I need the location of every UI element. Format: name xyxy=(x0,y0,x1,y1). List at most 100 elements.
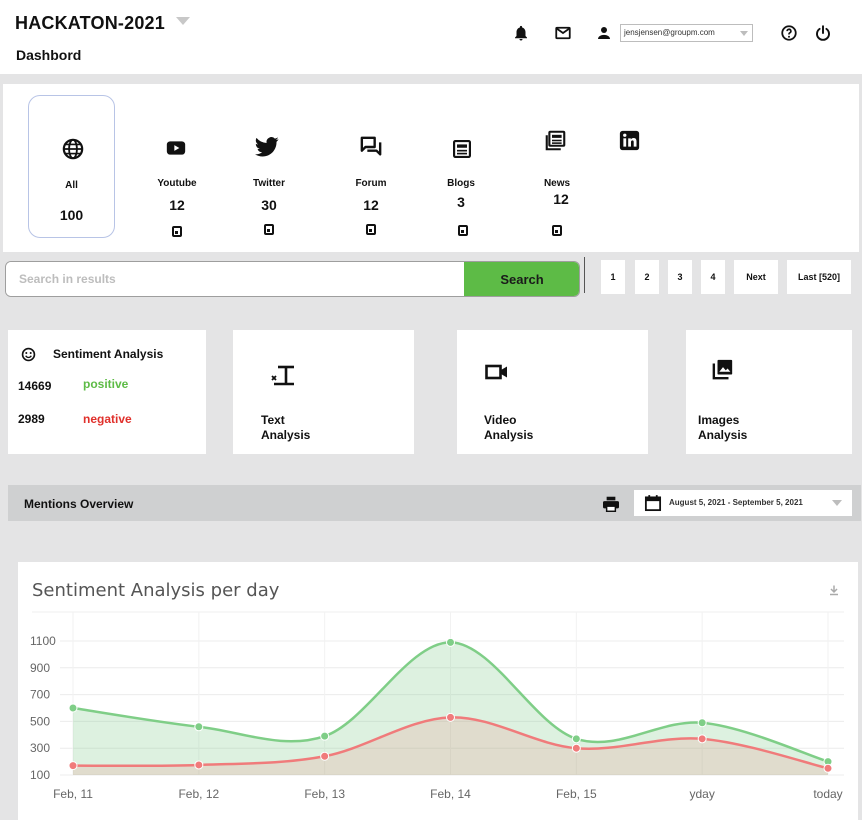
chevron-down-icon xyxy=(832,500,842,506)
y-tick-label: 300 xyxy=(30,741,50,755)
source-label-news: News xyxy=(543,178,571,189)
user-email: jensjensen@groupm.com xyxy=(624,28,715,37)
power-icon[interactable] xyxy=(814,24,832,42)
chevron-down-icon xyxy=(740,31,748,36)
x-tick-label: yday xyxy=(689,787,714,801)
image-library-icon xyxy=(712,359,733,380)
sentiment-analysis-card[interactable]: Sentiment Analysis 14669 positive 2989 n… xyxy=(8,330,206,454)
source-filter-panel: All 100 Youtube 12 Twitter 30 Forum 12 B… xyxy=(3,84,859,252)
source-label-all: All xyxy=(65,180,78,191)
data-point xyxy=(194,722,204,732)
calendar-icon xyxy=(644,495,662,512)
project-dropdown-caret[interactable] xyxy=(176,17,190,25)
images-analysis-card[interactable]: Images Analysis xyxy=(686,330,852,454)
y-tick-label: 900 xyxy=(30,661,50,675)
page-3-button[interactable]: 3 xyxy=(668,260,692,294)
source-label-blogs: Blogs xyxy=(447,178,475,189)
source-label-twitter: Twitter xyxy=(252,178,286,189)
sentiment-title: Sentiment Analysis xyxy=(53,347,164,361)
x-tick-label: today xyxy=(813,787,842,801)
source-detail-youtube-icon[interactable] xyxy=(172,226,182,237)
negative-label: negative xyxy=(83,412,132,426)
user-icon xyxy=(598,27,610,39)
data-point xyxy=(68,761,78,771)
text-analysis-card[interactable]: Text Analysis xyxy=(233,330,414,454)
x-tick-label: Feb, 14 xyxy=(430,787,471,801)
source-detail-news-icon[interactable] xyxy=(552,225,562,236)
help-icon[interactable] xyxy=(780,24,798,42)
y-tick-label: 700 xyxy=(30,688,50,702)
data-point xyxy=(446,637,455,647)
data-point xyxy=(697,718,707,728)
next-page-button[interactable]: Next xyxy=(734,260,778,294)
video-analysis-line1: Video xyxy=(484,413,517,427)
date-range-picker[interactable]: August 5, 2021 - September 5, 2021 xyxy=(634,490,852,516)
series-area-2 xyxy=(73,717,828,775)
source-count-twitter: 30 xyxy=(261,197,277,213)
images-analysis-line1: Images xyxy=(698,413,740,427)
source-detail-blogs-icon[interactable] xyxy=(458,225,468,236)
top-header: HACKATON-2021 Dashbord jensjensen@groupm… xyxy=(0,0,862,74)
positive-label: positive xyxy=(83,377,129,391)
source-label-forum: Forum xyxy=(355,178,387,189)
images-analysis-line2: Analysis xyxy=(698,428,748,442)
video-analysis-card[interactable]: Video Analysis xyxy=(457,330,648,454)
page-2-button[interactable]: 2 xyxy=(635,260,659,294)
forum-icon[interactable] xyxy=(360,136,382,158)
source-count-news: 12 xyxy=(553,191,569,207)
source-count-forum: 12 xyxy=(363,197,379,213)
data-point xyxy=(571,734,581,744)
search-input[interactable] xyxy=(6,262,464,296)
data-point xyxy=(571,743,581,753)
y-tick-label: 100 xyxy=(30,768,50,782)
sentiment-chart-panel: Sentiment Analysis per day 1100 900 700 500… xyxy=(18,562,858,820)
data-point xyxy=(320,731,330,741)
source-detail-twitter-icon[interactable] xyxy=(264,224,274,235)
user-account-dropdown[interactable]: jensjensen@groupm.com xyxy=(620,24,753,42)
news-icon[interactable] xyxy=(545,130,566,151)
x-tick-label: Feb, 13 xyxy=(304,787,345,801)
source-detail-forum-icon[interactable] xyxy=(366,224,376,235)
twitter-icon[interactable] xyxy=(255,136,279,158)
x-tick-label: Feb, 12 xyxy=(178,787,219,801)
source-count-blogs: 3 xyxy=(457,194,465,210)
video-analysis-line2: Analysis xyxy=(484,428,534,442)
x-tick-label: Feb, 15 xyxy=(556,787,597,801)
data-point xyxy=(446,712,455,722)
blog-icon[interactable] xyxy=(452,139,472,159)
last-page-button[interactable]: Last [520] xyxy=(787,260,851,294)
search-button[interactable]: Search xyxy=(464,262,579,296)
data-point xyxy=(194,760,204,770)
source-count-all: 100 xyxy=(59,207,84,223)
video-camera-icon xyxy=(485,364,507,380)
data-point xyxy=(823,763,833,773)
y-tick-label: 500 xyxy=(30,714,50,728)
page-subtitle: Dashbord xyxy=(16,47,82,63)
negative-count: 2989 xyxy=(18,412,45,426)
page-4-button[interactable]: 4 xyxy=(701,260,725,294)
data-point xyxy=(320,751,330,761)
source-count-youtube: 12 xyxy=(169,197,185,213)
page-1-button[interactable]: 1 xyxy=(601,260,625,294)
source-all-card[interactable]: All 100 xyxy=(28,95,115,238)
y-tick-label: 1100 xyxy=(30,634,56,648)
notification-bell-icon[interactable] xyxy=(512,24,530,42)
print-icon[interactable] xyxy=(602,496,620,512)
positive-count: 14669 xyxy=(18,379,52,393)
divider xyxy=(584,257,585,293)
mentions-title: Mentions Overview xyxy=(24,497,134,511)
text-format-icon xyxy=(271,365,294,386)
smiley-icon xyxy=(21,347,36,362)
data-point xyxy=(68,703,78,713)
mail-icon[interactable] xyxy=(554,24,572,42)
search-bar: Search xyxy=(5,261,580,297)
data-point xyxy=(697,734,707,744)
download-icon[interactable] xyxy=(828,584,840,596)
globe-icon xyxy=(62,138,84,160)
text-analysis-line1: Text xyxy=(261,413,285,427)
youtube-icon[interactable] xyxy=(166,140,186,156)
app-title: HACKATON-2021 xyxy=(15,13,165,33)
linkedin-icon[interactable] xyxy=(619,130,640,151)
x-tick-label: Feb, 11 xyxy=(53,787,93,801)
